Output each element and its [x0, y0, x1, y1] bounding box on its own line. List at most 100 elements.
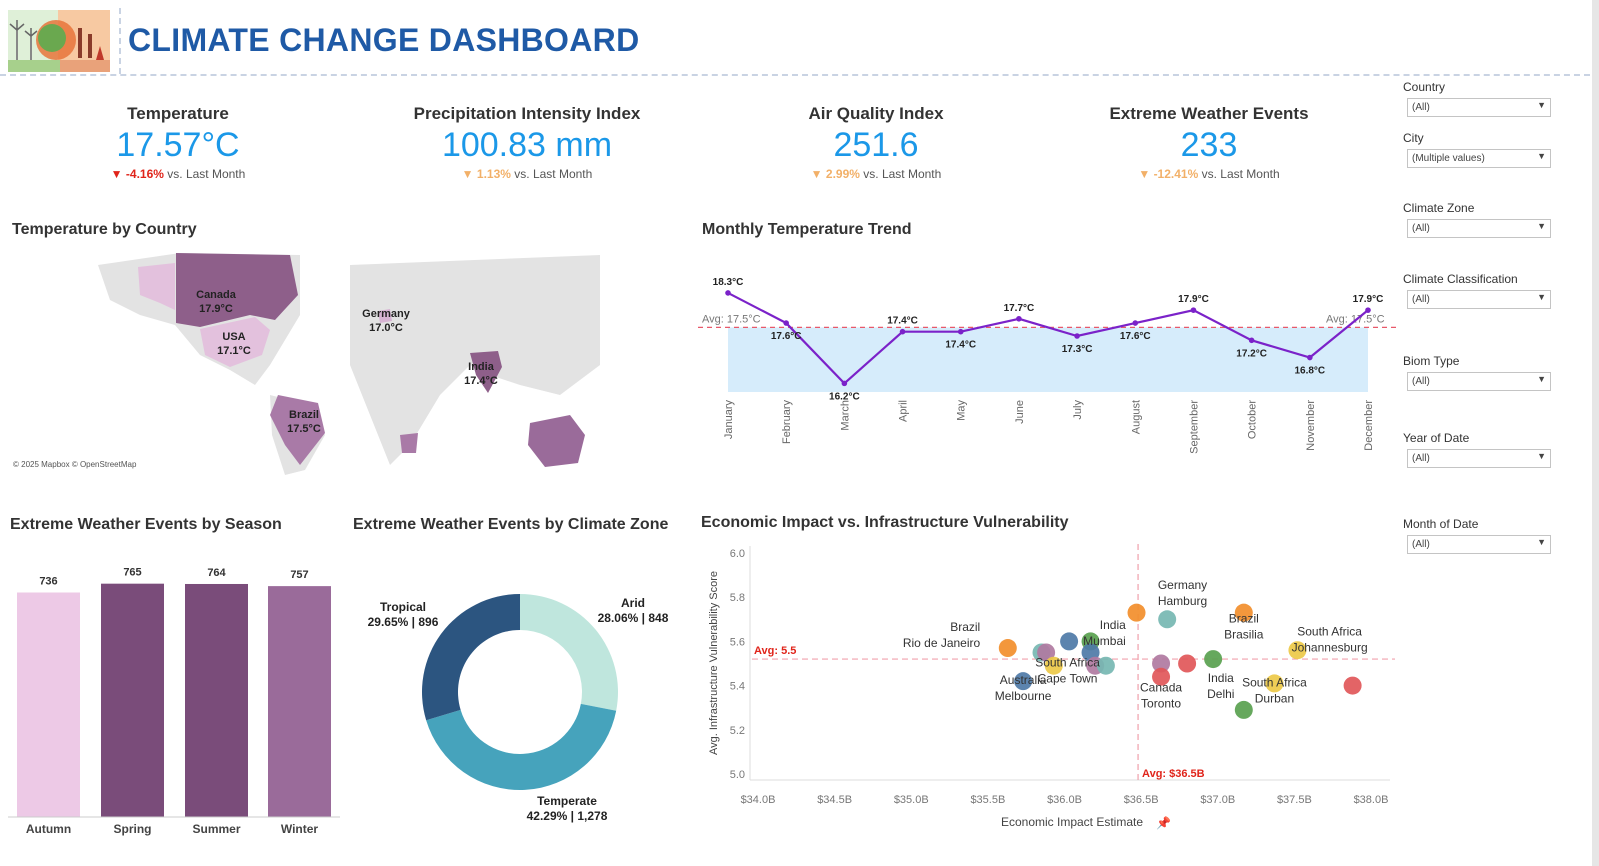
scatter-point[interactable]	[1152, 667, 1171, 686]
season-bar[interactable]	[268, 586, 331, 817]
trend-value-label: 17.9°C	[1178, 294, 1209, 305]
trend-point[interactable]	[1307, 354, 1313, 361]
donut-slice-value: 28.06% | 848	[598, 611, 669, 625]
climate-classification-dropdown[interactable]: (All) ▼	[1407, 290, 1551, 309]
scatter-point[interactable]	[1265, 674, 1284, 693]
scatter-point[interactable]	[1158, 610, 1177, 629]
scatter-annotation-country: South Africa	[1297, 625, 1362, 639]
temperature-map[interactable]: Canada 17.9°C USA 17.1°C Germany 17.0°C …	[0, 245, 690, 480]
map-region-usa[interactable]	[200, 317, 270, 367]
donut-slice-value: 29.65% | 896	[368, 615, 439, 629]
map-region-canada[interactable]	[176, 253, 298, 327]
scatter-annotation-city: Mumbai	[1083, 634, 1126, 648]
country-dropdown[interactable]: (All) ▼	[1407, 98, 1551, 117]
scatter-x-tick: $35.0B	[894, 794, 929, 806]
trend-point[interactable]	[899, 328, 906, 335]
kpi-label: Air Quality Index	[808, 104, 944, 123]
filter-label: Climate Classification	[1403, 272, 1518, 286]
month-tick-label: June	[1014, 400, 1026, 424]
month-tick-label: March	[839, 400, 851, 431]
trend-line	[727, 291, 1369, 385]
scatter-point[interactable]	[1343, 676, 1362, 695]
season-bar[interactable]	[17, 592, 80, 817]
kpi-delta-suffix: vs. Last Month	[167, 167, 246, 181]
season-category-label: Winter	[281, 822, 319, 836]
dashboard-title: CLIMATE CHANGE DASHBOARD	[128, 22, 640, 58]
zone-title: Extreme Weather Events by Climate Zone	[353, 516, 669, 533]
scatter-annotation-country: Australia	[1000, 673, 1047, 687]
map-title: Temperature by Country	[12, 221, 197, 238]
scatter-point[interactable]	[1060, 632, 1079, 651]
scatter-point[interactable]	[1152, 654, 1171, 673]
trend-point[interactable]	[725, 290, 731, 296]
scatter-point[interactable]	[1178, 654, 1197, 673]
dropdown-value: (All)	[1412, 376, 1430, 387]
map-region-brazil[interactable]	[270, 395, 325, 465]
trend-point[interactable]	[1132, 320, 1139, 326]
year-dropdown[interactable]: (All) ▼	[1407, 449, 1551, 468]
map-region-south-africa[interactable]	[400, 433, 418, 453]
biom-type-dropdown[interactable]: (All) ▼	[1407, 372, 1551, 391]
scatter-point[interactable]	[1044, 656, 1063, 675]
trend-point[interactable]	[1074, 333, 1080, 339]
map-region-india[interactable]	[470, 351, 502, 393]
month-dropdown[interactable]: (All) ▼	[1407, 535, 1551, 554]
filter-label: City	[1403, 131, 1424, 145]
kpi-value: 100.83 mm	[441, 126, 613, 164]
delta-down-icon: ▼	[461, 167, 474, 181]
kpi-delta-value: 2.99%	[825, 167, 860, 181]
kpi-label: Extreme Weather Events	[1109, 104, 1309, 123]
scatter-point[interactable]	[1204, 650, 1223, 669]
trend-point[interactable]	[783, 320, 789, 326]
economic-scatter-chart[interactable]: 6.0 5.8 5.6 5.4 5.2 5.0 $34.0B $34.5B $35.0B $35.…	[690, 538, 1400, 838]
trend-point[interactable]	[957, 328, 964, 335]
trend-point[interactable]	[1248, 337, 1255, 344]
season-bar[interactable]	[185, 583, 248, 817]
map-region-alaska[interactable]	[138, 263, 175, 310]
trend-value-label: 17.6°C	[1120, 331, 1151, 342]
month-tick-label: July	[1072, 400, 1084, 420]
scatter-annotation-city: Rio de Janeiro	[903, 636, 981, 650]
map-region-germany[interactable]	[378, 309, 392, 323]
climate-zone-dropdown[interactable]: (All) ▼	[1407, 219, 1551, 238]
donut-slice-temperate[interactable]	[426, 703, 617, 790]
scatter-annotation-country: Brazil	[1229, 611, 1259, 625]
scatter-point[interactable]	[1037, 643, 1056, 662]
scatter-point[interactable]	[1127, 603, 1146, 622]
trend-area-band	[728, 327, 1368, 392]
map-region-australia[interactable]	[528, 415, 585, 467]
season-category-label: Autumn	[26, 822, 71, 836]
season-bar[interactable]	[101, 583, 164, 817]
scatter-point[interactable]	[1288, 641, 1307, 660]
average-label: Avg: 17.5°C	[702, 313, 761, 325]
trend-point[interactable]	[841, 380, 848, 387]
filter-year: Year of Date (All) ▼	[1403, 431, 1593, 468]
season-bar-chart[interactable]: 736 Autumn 765 Spring 764 Summer 757 Winter	[0, 545, 345, 845]
donut-slice-tropical[interactable]	[422, 594, 520, 721]
trend-value-label: 17.4°C	[887, 316, 918, 327]
month-tick-label: September	[1188, 400, 1200, 454]
trend-point[interactable]	[1016, 315, 1022, 322]
scatter-annotation-city: Delhi	[1207, 687, 1234, 701]
scatter-point[interactable]	[1014, 672, 1033, 691]
city-dropdown[interactable]: (Multiple values) ▼	[1407, 149, 1551, 168]
map-attribution: © 2025 Mapbox © OpenStreetMap	[13, 460, 137, 469]
scatter-point[interactable]	[1234, 603, 1253, 622]
scatter-point[interactable]	[998, 639, 1017, 658]
pin-icon: 📌	[1156, 815, 1171, 830]
trend-value-label: 16.8°C	[1294, 366, 1325, 377]
donut-slice-arid[interactable]	[520, 594, 618, 711]
trend-point[interactable]	[1365, 307, 1371, 313]
trend-point[interactable]	[1190, 307, 1197, 313]
monthly-temperature-chart[interactable]: Avg: 17.5°C Avg: 17.5°C18.3°CJanuary17.6°…	[690, 250, 1400, 470]
scatter-annotation-country: India	[1208, 671, 1234, 685]
vertical-scrollbar[interactable]	[1592, 0, 1599, 866]
scatter-point[interactable]	[1234, 700, 1253, 719]
scatter-x-tick: $36.5B	[1124, 794, 1159, 806]
month-tick-label: February	[781, 400, 793, 445]
scatter-point[interactable]	[1096, 656, 1115, 675]
season-title: Extreme Weather Events by Season	[10, 516, 282, 533]
month-tick-label: December	[1363, 400, 1375, 451]
dropdown-value: (All)	[1412, 539, 1430, 550]
